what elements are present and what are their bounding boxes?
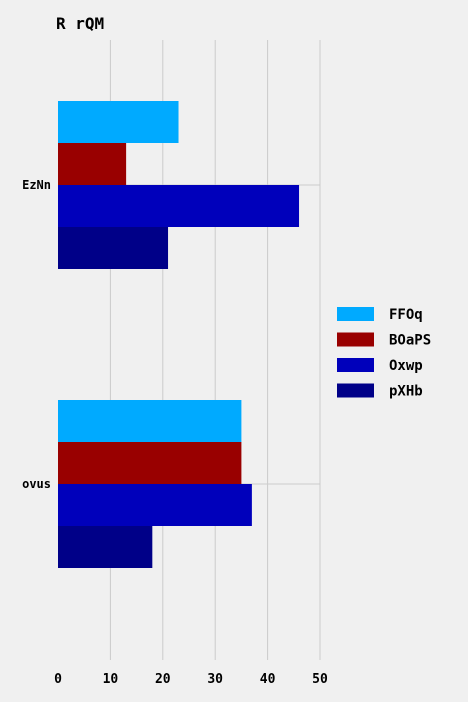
legend-label-Oxwp: Oxwp <box>389 358 423 374</box>
x-tick-label-3: 30 <box>207 672 223 687</box>
x-tick-label-0: 0 <box>54 672 62 687</box>
bar-EzNn-BOaPS <box>58 143 127 185</box>
legend-swatch-Oxwp <box>337 358 374 372</box>
category-label-EzNn: EzNn <box>22 178 51 192</box>
legend-label-FFOq: FFOq <box>389 307 423 323</box>
bar-EzNn-Oxwp <box>58 185 300 227</box>
legend-swatch-BOaPS <box>337 332 374 347</box>
bar-EzNn-FFOq <box>58 101 179 143</box>
bar-ovus-BOaPS <box>58 442 242 484</box>
chart-title: R rQM <box>56 14 104 33</box>
legend-swatch-pXHb <box>337 383 374 398</box>
bar-ovus-pXHb <box>58 526 153 568</box>
legend-label-pXHb: pXHb <box>389 384 423 400</box>
x-tick-label-2: 20 <box>155 672 171 687</box>
category-label-ovus: ovus <box>22 477 51 491</box>
bars <box>58 101 300 568</box>
legend-label-BOaPS: BOaPS <box>389 333 431 349</box>
x-tick-labels: 0 10 20 30 40 50 <box>54 672 328 687</box>
category-labels: EzNn ovus <box>22 178 51 491</box>
bar-ovus-Oxwp <box>58 484 252 526</box>
x-tick-label-5: 50 <box>312 672 328 687</box>
legend: FFOq BOaPS Oxwp pXHb <box>337 307 431 400</box>
bar-ovus-FFOq <box>58 400 242 442</box>
bar-EzNn-pXHb <box>58 227 169 269</box>
legend-swatch-FFOq <box>337 307 374 321</box>
x-tick-label-4: 40 <box>260 672 276 687</box>
x-tick-label-1: 10 <box>103 672 119 687</box>
